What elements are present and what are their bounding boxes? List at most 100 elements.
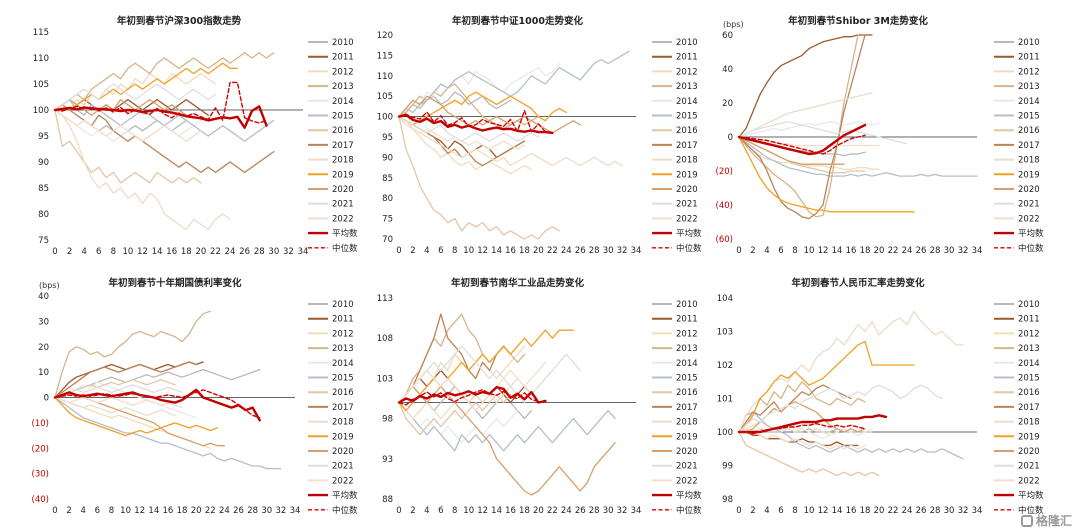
x-tick-label: 28 xyxy=(254,247,265,257)
x-tick-label: 14 xyxy=(152,247,163,257)
legend-label-2019: 2019 xyxy=(676,170,698,180)
x-tick-label: 6 xyxy=(95,506,100,516)
x-tick-label: 34 xyxy=(298,247,309,257)
legend-label-median: 中位数 xyxy=(676,505,702,516)
series-line-median xyxy=(54,81,268,124)
series-line-2019 xyxy=(54,62,239,111)
x-tick-label: 10 xyxy=(123,247,134,257)
y-tick-label: 95 xyxy=(38,132,49,142)
legend-label-2010: 2010 xyxy=(332,300,354,310)
legend-label-2016: 2016 xyxy=(676,126,698,136)
x-tick-label: 4 xyxy=(81,247,86,257)
x-tick-label: 26 xyxy=(575,506,586,516)
legend-label-median: 中位数 xyxy=(1018,505,1044,516)
y-tick-label: 99 xyxy=(722,462,733,472)
legend-label-2017: 2017 xyxy=(676,403,698,413)
legend-label-2019: 2019 xyxy=(1018,170,1040,180)
x-tick-label: 24 xyxy=(902,506,913,516)
x-tick-label: 24 xyxy=(561,506,572,516)
legend-label-2018: 2018 xyxy=(1018,418,1040,428)
legend-label-2010: 2010 xyxy=(676,300,698,310)
y-tick-label: 20 xyxy=(722,99,733,109)
x-tick-label: 10 xyxy=(804,246,815,256)
x-tick-label: 18 xyxy=(519,246,530,256)
y-tick-label: 60 xyxy=(722,31,733,41)
y-tick-label: 115 xyxy=(33,28,49,38)
x-tick-label: 4 xyxy=(424,506,429,516)
legend-label-2022: 2022 xyxy=(332,214,354,224)
series-line-2019 xyxy=(398,329,574,412)
x-tick-label: 22 xyxy=(547,246,558,256)
series-line-2016 xyxy=(398,115,560,240)
legend-label-average: 平均数 xyxy=(676,490,702,501)
series-line-median xyxy=(398,109,547,133)
y-tick-label: 95 xyxy=(382,133,393,143)
legend-label-median: 中位数 xyxy=(332,243,358,254)
legend: 2010 2011 2012 2013 2014 2015 2016 2017 2018 2019… xyxy=(308,300,358,516)
legend-label-2016: 2016 xyxy=(332,126,354,136)
legend-label-2021: 2021 xyxy=(332,462,354,472)
series-line-2020 xyxy=(398,385,616,496)
y-tick-label: 105 xyxy=(377,92,393,102)
legend: 2010 2011 2012 2013 2014 2015 2016 2017 2018 2019… xyxy=(652,38,702,254)
legend-label-2015: 2015 xyxy=(332,374,354,384)
x-tick-label: 18 xyxy=(860,246,871,256)
legend-label-2013: 2013 xyxy=(676,82,698,92)
x-tick-label: 4 xyxy=(764,246,769,256)
legend-label-2013: 2013 xyxy=(332,344,354,354)
legend-label-2020: 2020 xyxy=(676,447,698,457)
x-tick-label: 20 xyxy=(191,506,202,516)
legend-label-2011: 2011 xyxy=(1018,53,1040,63)
x-tick-label: 2 xyxy=(66,506,71,516)
series-line-2021 xyxy=(398,115,540,142)
x-tick-label: 26 xyxy=(916,246,927,256)
x-tick-label: 32 xyxy=(958,246,969,256)
series-line-2012 xyxy=(54,72,217,111)
x-tick-label: 22 xyxy=(888,246,899,256)
legend-label-2014: 2014 xyxy=(676,97,698,107)
legend-label-2016: 2016 xyxy=(1018,126,1040,136)
legend-label-2014: 2014 xyxy=(332,97,354,107)
x-tick-label: 6 xyxy=(438,246,443,256)
y-tick-label: 113 xyxy=(377,294,393,304)
legend-label-average: 平均数 xyxy=(332,228,358,239)
y-tick-label: 88 xyxy=(382,495,393,505)
y-tick-label: 40 xyxy=(38,292,49,302)
series-line-median xyxy=(54,389,261,419)
legend-label-2022: 2022 xyxy=(332,476,354,486)
series-line-2018 xyxy=(738,310,964,433)
legend-label-2014: 2014 xyxy=(1018,97,1040,107)
series-line-median xyxy=(398,389,540,406)
series-line-2015 xyxy=(398,50,630,118)
y-tick-label: 40 xyxy=(722,65,733,75)
legend-label-2018: 2018 xyxy=(1018,156,1040,166)
legend-label-2019: 2019 xyxy=(676,432,698,442)
x-tick-label: 6 xyxy=(778,246,783,256)
x-tick-label: 30 xyxy=(944,246,955,256)
x-tick-label: 4 xyxy=(81,506,86,516)
legend: 2010 2011 2012 2013 2014 2015 2016 2017 2018 2019… xyxy=(994,38,1044,254)
legend-label-2021: 2021 xyxy=(1018,200,1040,210)
legend-label-2011: 2011 xyxy=(332,53,354,63)
legend-label-2019: 2019 xyxy=(332,170,354,180)
x-tick-label: 16 xyxy=(505,246,516,256)
series-line-average xyxy=(737,414,888,434)
x-tick-label: 22 xyxy=(888,506,899,516)
y-tick-label: 85 xyxy=(382,174,393,184)
y-unit-label: (bps) xyxy=(39,281,60,290)
legend-label-2018: 2018 xyxy=(676,156,698,166)
legend-label-2017: 2017 xyxy=(676,141,698,151)
x-tick-label: 28 xyxy=(930,246,941,256)
series-line-average xyxy=(53,105,268,129)
x-tick-label: 30 xyxy=(268,247,279,257)
y-tick-label: 75 xyxy=(382,215,393,225)
legend-label-2022: 2022 xyxy=(1018,214,1040,224)
y-tick-label: 100 xyxy=(377,113,393,123)
chart-title: 年初到春节人民币汇率走势变化 xyxy=(791,277,925,289)
x-tick-label: 20 xyxy=(533,246,544,256)
x-tick-label: 24 xyxy=(225,247,236,257)
x-tick-label: 18 xyxy=(177,506,188,516)
legend-label-2016: 2016 xyxy=(1018,388,1040,398)
series-line-2014 xyxy=(738,121,880,138)
